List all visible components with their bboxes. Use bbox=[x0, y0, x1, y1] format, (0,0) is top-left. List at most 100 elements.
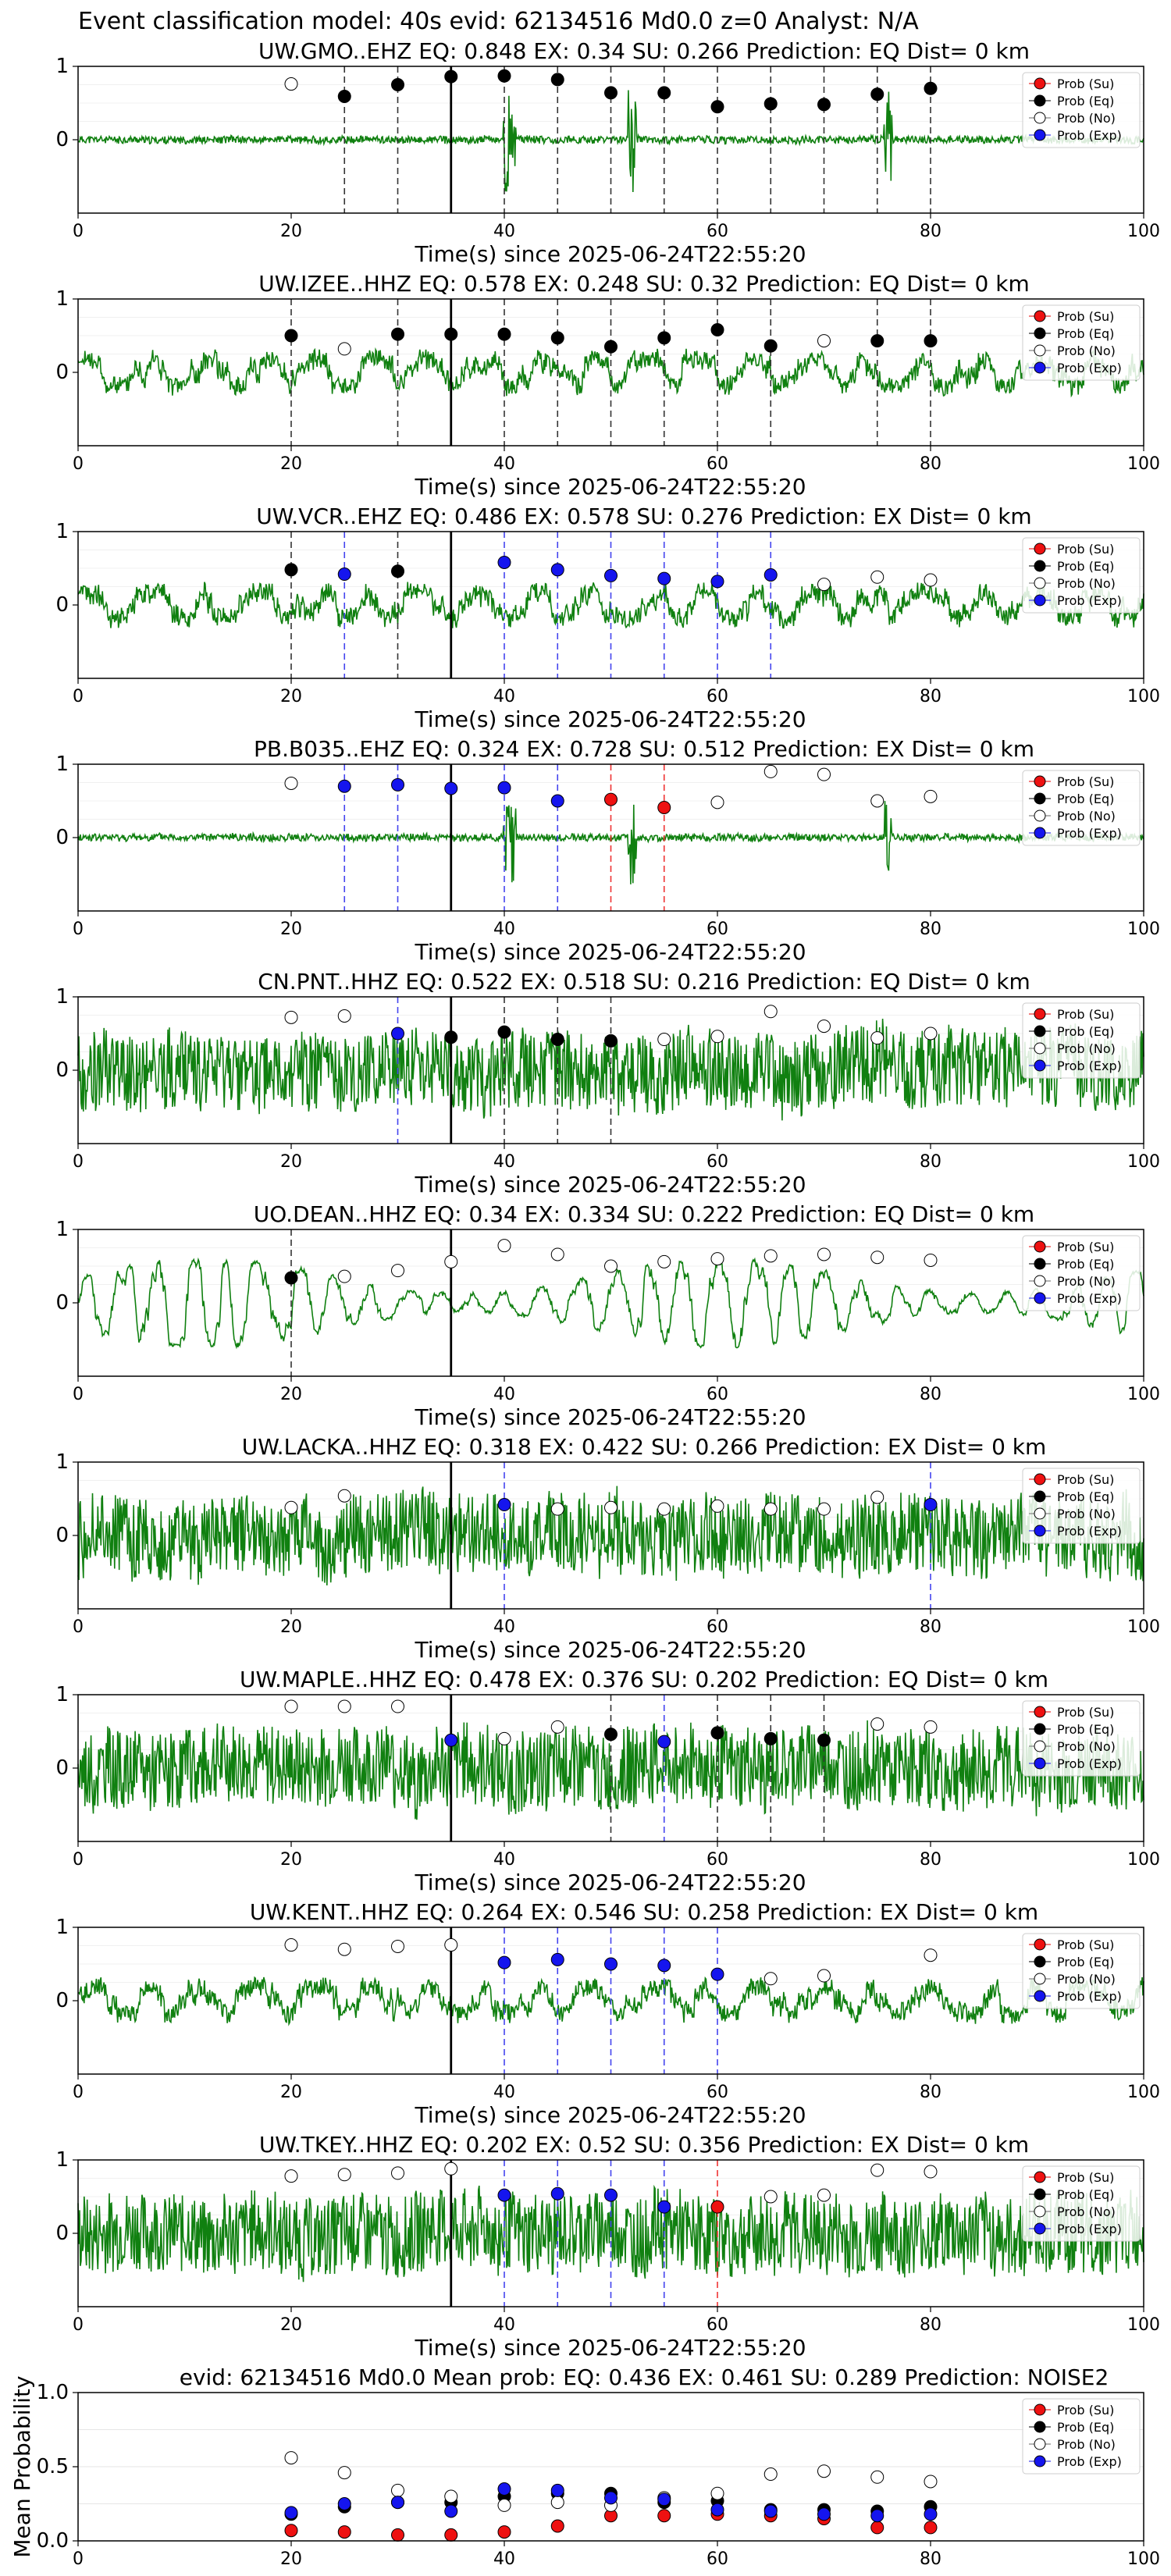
x-tick-label: 0 bbox=[73, 1850, 84, 1870]
panel-title: UO.DEAN..HHZ EQ: 0.34 EX: 0.334 SU: 0.22… bbox=[254, 1201, 1034, 1227]
x-axis-label: Time(s) since 2025-06-24T22:55:20 bbox=[414, 1637, 806, 1663]
legend-box bbox=[1022, 2165, 1141, 2242]
prob-point-eq bbox=[497, 327, 511, 341]
mean-point-su bbox=[924, 2521, 938, 2535]
prob-point-no bbox=[817, 2188, 831, 2202]
x-tick-label: 100 bbox=[1127, 1617, 1160, 1637]
x-tick-label: 100 bbox=[1127, 2549, 1160, 2569]
prob-point-no bbox=[870, 1251, 884, 1265]
x-tick-label: 100 bbox=[1127, 1385, 1160, 1404]
prob-point-no bbox=[337, 1489, 351, 1503]
legend-label-su: Prob (Su) bbox=[1057, 1937, 1114, 1952]
legend-marker-exp bbox=[1034, 827, 1046, 839]
legend-box bbox=[1022, 537, 1141, 614]
x-tick-label: 60 bbox=[707, 454, 728, 474]
y-tick-label: 1 bbox=[55, 55, 69, 78]
legend-label-no: Prob (No) bbox=[1057, 1274, 1116, 1289]
mean-point-su bbox=[497, 2525, 511, 2539]
legend-label-eq: Prob (Eq) bbox=[1057, 792, 1114, 806]
mean-point-exp bbox=[284, 2506, 298, 2520]
mean-point-su bbox=[870, 2521, 884, 2535]
prob-point-eq bbox=[391, 327, 404, 341]
y-tick-label: 1 bbox=[55, 520, 69, 543]
x-tick-label: 80 bbox=[920, 454, 941, 474]
prob-point-eq bbox=[284, 563, 298, 577]
prob-point-su bbox=[604, 792, 618, 806]
prob-point-eq bbox=[604, 1034, 618, 1048]
x-tick-label: 40 bbox=[493, 2083, 515, 2102]
legend-marker-no bbox=[1034, 577, 1046, 589]
prob-point-no bbox=[817, 1502, 831, 1516]
legend-marker-no bbox=[1034, 809, 1046, 822]
x-tick-label: 80 bbox=[920, 2083, 941, 2102]
x-tick-label: 60 bbox=[707, 920, 728, 939]
legend-label-no: Prob (No) bbox=[1057, 111, 1116, 126]
mean-point-exp bbox=[550, 2483, 564, 2497]
panel-title: UW.LACKA..HHZ EQ: 0.318 EX: 0.422 SU: 0.… bbox=[242, 1434, 1047, 1460]
mean-point-exp bbox=[391, 2496, 404, 2510]
y-tick-label: 0 bbox=[55, 1989, 69, 2012]
prob-point-no bbox=[870, 1031, 884, 1045]
station-panel-uw-lacka--hhz: UW.LACKA..HHZ EQ: 0.318 EX: 0.422 SU: 0.… bbox=[55, 1434, 1160, 1663]
legend-marker-no bbox=[1034, 2438, 1046, 2450]
legend-label-no: Prob (No) bbox=[1057, 1739, 1116, 1754]
prob-point-no bbox=[550, 1247, 564, 1261]
station-panel-uw-vcr--ehz: UW.VCR..EHZ EQ: 0.486 EX: 0.578 SU: 0.27… bbox=[55, 503, 1160, 732]
x-tick-label: 20 bbox=[280, 1152, 302, 1172]
x-tick-label: 80 bbox=[920, 687, 941, 706]
figure-title: Event classification model: 40s evid: 62… bbox=[78, 8, 919, 35]
prob-point-exp bbox=[391, 1026, 404, 1041]
prob-point-no bbox=[284, 1938, 298, 1952]
mean-point-no bbox=[497, 2498, 511, 2512]
station-panel-uw-tkey--hhz: UW.TKEY..HHZ EQ: 0.202 EX: 0.52 SU: 0.35… bbox=[55, 2132, 1160, 2361]
prob-point-no bbox=[604, 1500, 618, 1514]
prob-point-eq bbox=[924, 334, 938, 348]
mean-point-no bbox=[391, 2483, 404, 2497]
prob-point-no bbox=[817, 1247, 831, 1261]
prob-point-no bbox=[337, 1942, 351, 1956]
x-tick-label: 60 bbox=[707, 1152, 728, 1172]
prob-point-no bbox=[924, 1720, 938, 1734]
mean-point-no bbox=[710, 2486, 724, 2500]
x-tick-label: 0 bbox=[73, 687, 84, 706]
mean-point-exp bbox=[657, 2492, 671, 2507]
legend-marker-eq bbox=[1034, 792, 1046, 805]
prob-point-no bbox=[710, 1252, 724, 1266]
station-panel-pb-b035--ehz: PB.B035..EHZ EQ: 0.324 EX: 0.728 SU: 0.5… bbox=[55, 736, 1160, 965]
prob-point-eq bbox=[924, 81, 938, 95]
y-tick-label: 1 bbox=[55, 287, 69, 311]
legend-marker-su bbox=[1034, 1473, 1046, 1485]
prob-point-exp bbox=[550, 794, 564, 808]
legend-box bbox=[1022, 1933, 1141, 2009]
mean-point-su bbox=[444, 2528, 458, 2542]
legend-label-eq: Prob (Eq) bbox=[1057, 1257, 1114, 1272]
mean-point-no bbox=[763, 2467, 778, 2481]
prob-point-eq bbox=[657, 86, 671, 100]
y-tick-label: 1 bbox=[55, 985, 69, 1009]
mean-point-exp bbox=[604, 2491, 618, 2505]
prob-point-exp bbox=[337, 779, 351, 793]
prob-point-exp bbox=[497, 555, 511, 569]
x-tick-label: 20 bbox=[280, 1850, 302, 1870]
x-tick-label: 0 bbox=[73, 1617, 84, 1637]
legend-marker-su bbox=[1034, 1240, 1046, 1253]
x-tick-label: 100 bbox=[1127, 222, 1160, 241]
y-tick-label: 0 bbox=[55, 1756, 69, 1780]
y-tick-label: 1.0 bbox=[37, 2381, 69, 2404]
legend-box bbox=[1022, 304, 1141, 381]
legend-marker-exp bbox=[1034, 594, 1046, 607]
legend-label-exp: Prob (Exp) bbox=[1057, 1756, 1122, 1771]
y-axis-label: Mean Probability bbox=[9, 2375, 35, 2557]
x-axis-label: Time(s) since 2025-06-24T22:55:20 bbox=[414, 1870, 806, 1895]
x-tick-label: 40 bbox=[493, 2549, 515, 2569]
prob-point-exp bbox=[657, 1735, 671, 1749]
prob-point-no bbox=[497, 1239, 511, 1253]
prob-point-eq bbox=[284, 329, 298, 343]
plot-frame bbox=[77, 1229, 1144, 1377]
x-tick-label: 0 bbox=[73, 920, 84, 939]
legend-label-eq: Prob (Eq) bbox=[1057, 1722, 1114, 1737]
y-tick-label: 0 bbox=[55, 1291, 69, 1315]
prob-point-exp bbox=[497, 1955, 511, 1969]
x-tick-label: 80 bbox=[920, 1617, 941, 1637]
prob-point-eq bbox=[870, 87, 884, 101]
